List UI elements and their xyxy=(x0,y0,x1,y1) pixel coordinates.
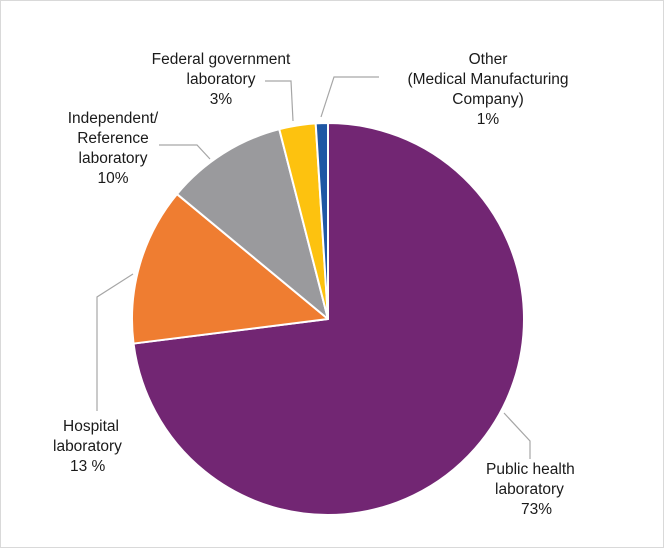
label-other-line-3: Company) xyxy=(452,91,524,108)
leader-line-hospital xyxy=(96,273,134,411)
pie-slice-other xyxy=(314,122,329,320)
label-hospital: Hospital laboratory 13 % xyxy=(53,417,149,477)
label-other: Other (Medical Manufacturing Company) 1% xyxy=(383,50,593,130)
label-other-line-2: (Medical Manufacturing xyxy=(407,71,569,88)
label-independent-line-2: Reference xyxy=(77,130,149,147)
label-public-health-line-1: Public health xyxy=(486,461,575,478)
label-independent-line-1: Independent/ xyxy=(67,110,159,127)
pie-slices xyxy=(131,122,525,516)
label-independent-line-3: laboratory xyxy=(78,150,148,167)
label-federal-line-2: laboratory xyxy=(186,71,256,88)
leader-line-independent xyxy=(159,144,211,160)
label-hospital-value: 13 % xyxy=(70,458,106,475)
label-independent-value: 10% xyxy=(97,170,129,187)
label-public-health-line-2: laboratory xyxy=(495,481,564,498)
label-public-health-value: 73% xyxy=(521,501,553,518)
label-federal-value: 3% xyxy=(209,91,233,108)
label-other-value: 1% xyxy=(476,111,500,128)
pie-slice-hospital xyxy=(131,193,329,345)
label-other-line-1: Other xyxy=(468,51,508,68)
label-hospital-line-2: laboratory xyxy=(53,438,122,455)
label-independent: Independent/ Reference laboratory 10% xyxy=(51,109,175,189)
leader-lines xyxy=(96,76,531,459)
label-hospital-line-1: Hospital xyxy=(63,418,119,435)
leader-line-federal xyxy=(265,80,294,122)
leader-line-other xyxy=(320,76,379,118)
pie-slice-independent xyxy=(175,128,329,320)
leader-line-public-health xyxy=(503,412,531,459)
label-federal: Federal government laboratory 3% xyxy=(131,50,311,110)
label-public-health: Public health laboratory 73% xyxy=(486,460,590,520)
label-federal-line-1: Federal government xyxy=(151,51,291,68)
